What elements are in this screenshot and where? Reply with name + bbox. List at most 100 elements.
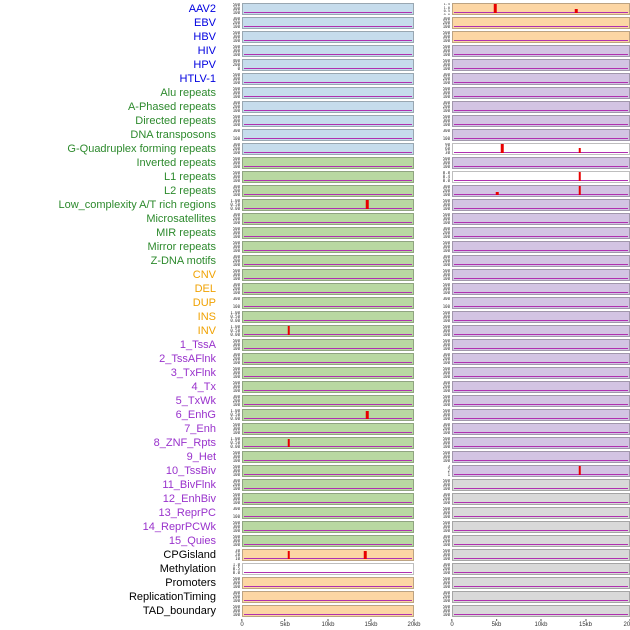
y-tick-label: 500 [232, 521, 240, 525]
track-panel-left [242, 381, 414, 393]
y-tick-label: 500 [232, 451, 240, 455]
y-tick-label: 100 [232, 192, 240, 197]
track-panel-left [242, 241, 414, 253]
y-tick-label: 100 [232, 10, 240, 15]
signal-baseline [454, 614, 628, 615]
y-ticks-right: 500 300 100 [430, 269, 452, 281]
y-tick-label: 300 [232, 143, 240, 147]
y-tick-label: 300 [442, 216, 450, 221]
y-tick-label: 500 [232, 115, 240, 119]
row-label: HTLV-1 [179, 72, 216, 85]
track-panel-left [242, 325, 414, 337]
y-tick-label: 300 [232, 454, 240, 459]
y-tick-label: 0.00 [230, 416, 240, 421]
y-ticks-left: 500 300 100 [220, 381, 242, 393]
signal-baseline [244, 110, 412, 111]
y-tick-label: 200 [442, 538, 450, 543]
track-row: INV 1.00 0.50 0.00 500 300 100 [0, 324, 630, 338]
y-ticks-right: 500 300 100 [430, 577, 452, 589]
y-tick-label: 100 [232, 374, 240, 379]
y-tick-label: 300 [442, 510, 450, 515]
track-panel-right [452, 479, 630, 491]
y-tick-label: 300 [442, 101, 450, 105]
y-ticks-left: 500 300 100 [220, 535, 242, 547]
track-panel-right [452, 535, 630, 547]
y-tick-label: 500 [442, 451, 450, 455]
y-tick-label: 200 [232, 482, 240, 487]
y-tick-label: 300 [442, 62, 450, 67]
track-panel-right [452, 101, 630, 113]
row-label: Inverted repeats [136, 156, 217, 169]
y-tick-label: 100 [232, 136, 240, 141]
y-ticks-right: 500 300 100 [430, 395, 452, 407]
signal-baseline [244, 516, 412, 517]
y-tick-label: 100 [232, 402, 240, 407]
y-ticks-right: 300 200 100 [430, 591, 452, 603]
track-row: 9_Het 500 300 100 500 300 100 [0, 450, 630, 464]
y-tick-label: 100 [232, 486, 240, 491]
y-tick-label: 0.00 [230, 206, 240, 211]
x-tick-label: 15kb [579, 619, 592, 628]
row-label: A-Phased repeats [127, 100, 216, 113]
axis-spacer [430, 619, 452, 630]
y-tick-label: 300 [442, 580, 450, 585]
track-panel-right [452, 255, 630, 267]
signal-spike [287, 438, 291, 447]
signal-baseline [244, 82, 412, 83]
y-tick-label: 0.0 [443, 12, 450, 15]
y-ticks-left: 1.0 0.5 0.0 [220, 563, 242, 575]
signal-baseline [454, 404, 628, 405]
y-ticks-right: 300 200 100 [430, 255, 452, 267]
y-ticks-right: 500 300 100 [430, 507, 452, 519]
track-panel-right [452, 297, 630, 309]
y-tick-label: 300 [442, 370, 450, 375]
track-row: 7_Enh 500 300 100 300 200 100 [0, 422, 630, 436]
track-panel-right [452, 143, 630, 155]
y-tick-label: 500 [442, 157, 450, 161]
y-tick-label: 500 [442, 31, 450, 35]
y-ticks-left: 300 200 100 [220, 213, 242, 225]
y-ticks-left: 1.00 0.50 0.00 [220, 325, 242, 337]
y-tick-label: 300 [442, 244, 450, 249]
y-tick-label: 300 [442, 591, 450, 595]
signal-baseline [454, 446, 628, 447]
track-row: 3_TxFlnk 500 300 100 500 300 100 [0, 366, 630, 380]
y-tick-label: 300 [232, 384, 240, 389]
signal-baseline [244, 614, 412, 615]
track-panel-right [452, 59, 630, 71]
y-tick-label: 300 [232, 468, 240, 473]
y-tick-label: 100 [232, 388, 240, 393]
y-ticks-left: 500 300 100 [220, 31, 242, 43]
track-panel-left [242, 157, 414, 169]
signal-baseline [244, 488, 412, 489]
y-tick-label: 200 [442, 104, 450, 109]
y-tick-label: 100 [232, 584, 240, 589]
y-tick-label: 300 [442, 563, 450, 567]
y-ticks-right: 500 300 100 [430, 283, 452, 295]
track-panel-right [452, 437, 630, 449]
track-row: Promoters 500 300 100 500 300 100 [0, 576, 630, 590]
y-tick-label: 100 [232, 234, 240, 239]
track-panel-right [452, 409, 630, 421]
y-tick-label: 200 [232, 146, 240, 151]
signal-spike [574, 8, 578, 13]
signal-baseline [244, 600, 412, 601]
signal-baseline [454, 222, 628, 223]
track-row: 12_EnhBiv 500 300 100 300 200 100 [0, 492, 630, 506]
track-panel-right [452, 465, 630, 477]
track-panel-right [452, 493, 630, 505]
signal-baseline [454, 530, 628, 531]
track-panel-left [242, 353, 414, 365]
y-tick-label: 200 [442, 426, 450, 431]
y-ticks-left: 500 300 100 [220, 115, 242, 127]
row-label: Methylation [159, 562, 216, 575]
y-tick-label: 200 [232, 188, 240, 193]
y-tick-label: 0.5 [232, 566, 240, 571]
y-ticks-right: 500 300 100 [430, 409, 452, 421]
y-tick-label: 200 [232, 62, 240, 67]
track-row: INS 1.00 0.50 0.00 500 300 100 [0, 310, 630, 324]
y-ticks-right: 500 300 100 [430, 31, 452, 43]
y-tick-label: 300 [442, 398, 450, 403]
signal-baseline [244, 530, 412, 531]
signal-baseline [454, 180, 628, 181]
